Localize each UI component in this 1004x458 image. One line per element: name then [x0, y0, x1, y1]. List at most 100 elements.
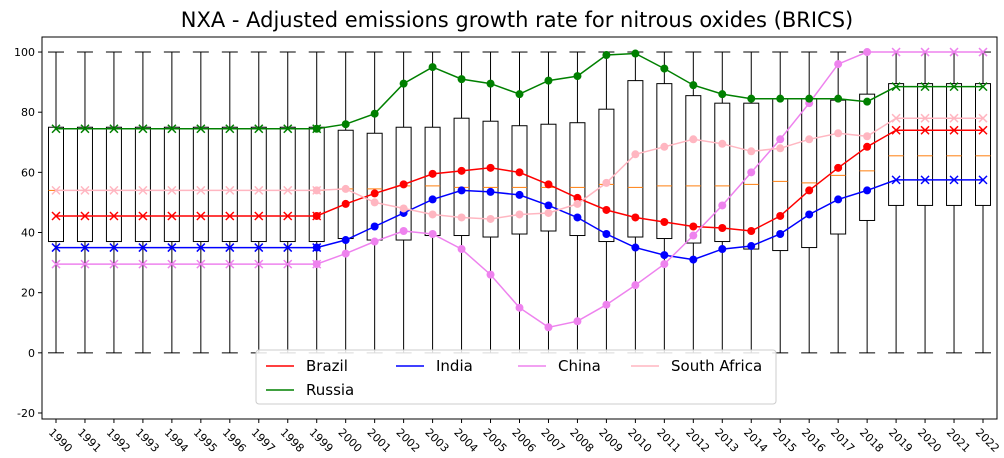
data-point-cross-china [109, 259, 119, 269]
legend-box [255, 349, 777, 405]
boxplot-1994 [163, 51, 180, 354]
x-tick-label: 1997 [249, 426, 278, 455]
x-tick-label: 2001 [365, 426, 394, 455]
data-point-russia [486, 79, 495, 88]
data-point-china [399, 227, 408, 236]
data-point-cross-india [978, 175, 988, 185]
y-tick-label: 100 [14, 46, 35, 59]
box-body [888, 83, 905, 206]
data-point-india [486, 187, 495, 196]
data-point-india [428, 195, 437, 204]
boxplot-2021 [946, 51, 963, 354]
data-point-cross-china [254, 259, 264, 269]
data-point-brazil [863, 142, 872, 151]
data-point-china [341, 249, 350, 258]
data-point-cross-china [978, 47, 988, 57]
data-point-cross-south-africa [109, 185, 119, 195]
series-lines-group [51, 47, 988, 332]
data-point-india [863, 186, 872, 195]
series-russia [51, 49, 988, 134]
x-tick-label: 2006 [509, 426, 538, 455]
data-point-south-africa [544, 208, 553, 217]
x-tick-label: 2009 [596, 426, 625, 455]
data-point-cross-brazil [51, 211, 61, 221]
boxplot-1997 [250, 51, 267, 354]
x-tick-label: 2005 [480, 426, 509, 455]
data-point-south-africa [399, 204, 408, 213]
data-point-russia [312, 124, 321, 133]
data-point-cross-russia [138, 124, 148, 134]
data-point-cross-russia [949, 82, 959, 92]
box-body [540, 123, 557, 232]
legend-label-russia: Russia [306, 381, 354, 399]
data-point-china [515, 303, 524, 312]
data-point-cross-south-africa [167, 185, 177, 195]
boxplot-2005 [482, 51, 499, 354]
x-tick-label: 2008 [567, 426, 596, 455]
data-point-cross-brazil [109, 211, 119, 221]
data-point-south-africa [515, 210, 524, 219]
data-point-cross-russia [109, 124, 119, 134]
data-point-south-africa [457, 213, 466, 222]
data-point-brazil [312, 211, 321, 220]
data-point-south-africa [370, 198, 379, 207]
data-point-china [370, 237, 379, 246]
boxplot-2017 [830, 51, 847, 354]
boxplot-2010 [627, 51, 644, 354]
data-point-cross-india [283, 243, 293, 253]
data-point-china [863, 48, 872, 57]
data-point-south-africa [863, 132, 872, 141]
data-point-brazil [805, 186, 814, 195]
boxplot-2022 [975, 51, 991, 354]
data-point-india [370, 222, 379, 231]
data-point-russia [544, 76, 553, 85]
x-tick-label: 1991 [75, 426, 104, 455]
boxplot-2009 [598, 51, 615, 354]
boxplot-2001 [366, 51, 383, 354]
boxplot-1999 [308, 51, 325, 354]
data-point-cross-south-africa [949, 113, 959, 123]
boxplot-1990 [48, 51, 64, 354]
data-point-brazil [428, 169, 437, 178]
data-point-russia [341, 120, 350, 129]
data-point-cross-south-africa [891, 113, 901, 123]
data-point-cross-south-africa [51, 185, 61, 195]
data-point-india [602, 230, 611, 239]
data-point-russia [805, 94, 814, 103]
box-body [801, 98, 818, 249]
x-tick-label: 2013 [712, 426, 741, 455]
data-point-russia [515, 90, 524, 99]
box-body [772, 98, 789, 252]
box-body [946, 83, 963, 206]
data-point-south-africa [805, 135, 814, 144]
data-point-russia [660, 64, 669, 73]
boxplot-1993 [134, 51, 151, 354]
legend: Brazil India China South Africa Russia [255, 349, 777, 405]
data-point-russia [718, 90, 727, 99]
data-point-brazil [660, 217, 669, 226]
data-point-brazil [341, 199, 350, 208]
data-point-cross-south-africa [283, 185, 293, 195]
data-point-brazil [834, 163, 843, 172]
data-point-china [689, 231, 698, 240]
data-point-russia [689, 81, 698, 90]
data-point-south-africa [428, 210, 437, 219]
data-point-china [747, 168, 756, 177]
boxplot-1998 [279, 51, 296, 354]
data-point-brazil [776, 211, 785, 220]
legend-item-india: India [396, 357, 473, 375]
boxplot-2008 [569, 51, 586, 354]
data-point-south-africa [602, 178, 611, 187]
data-point-south-africa [486, 214, 495, 223]
data-point-china [718, 201, 727, 210]
data-point-brazil [602, 205, 611, 214]
box-body [917, 83, 934, 206]
x-tick-label: 2020 [915, 426, 944, 455]
data-point-south-africa [747, 147, 756, 156]
legend-label-brazil: Brazil [306, 357, 348, 375]
data-point-russia [602, 51, 611, 60]
data-point-south-africa [776, 144, 785, 153]
box-body [134, 126, 151, 243]
data-point-china [631, 281, 640, 290]
data-point-south-africa [631, 150, 640, 159]
